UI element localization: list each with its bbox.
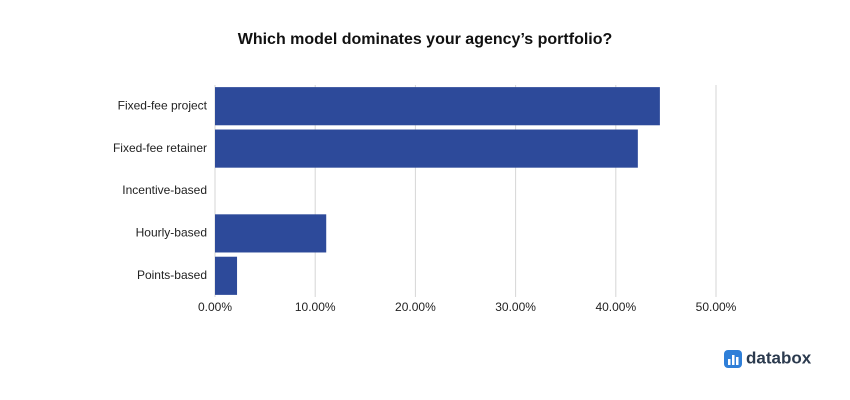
brand-name: databox [746,348,812,367]
brand-logo: databox [724,348,812,368]
x-tick-label: 10.00% [295,300,336,314]
x-tick-label: 50.00% [696,300,737,314]
bar [215,129,638,168]
x-tick-label: 20.00% [395,300,436,314]
bar [215,87,660,126]
y-tick-label: Fixed-fee retainer [113,141,207,155]
x-tick-label: 30.00% [495,300,536,314]
chart-title: Which model dominates your agency’s port… [238,31,613,48]
x-tick-label: 0.00% [198,300,232,314]
y-tick-label: Points-based [137,268,207,282]
logo-bar [728,359,731,365]
logo-bar [732,355,735,365]
bar [215,256,238,295]
bar [215,214,327,253]
y-tick-label: Hourly-based [136,226,207,240]
y-tick-label: Incentive-based [122,183,207,197]
logo-bar [736,357,739,365]
y-tick-label: Fixed-fee project [118,98,208,112]
x-tick-label: 40.00% [595,300,636,314]
